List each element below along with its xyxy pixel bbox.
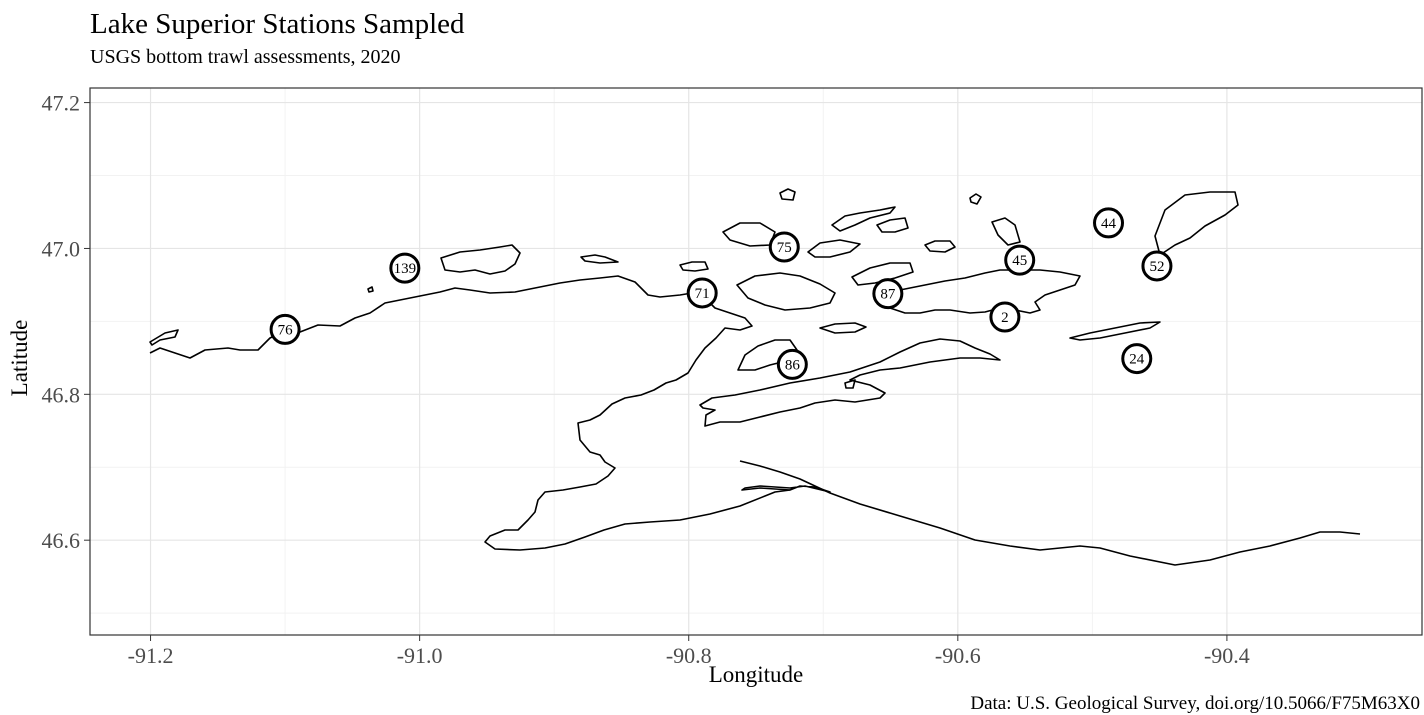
axis-ticks: -91.2 -91.0 -90.8 -90.6 -90.4 46.6 46.8 47.0 47.…: [42, 91, 1250, 668]
station-circle: [1004, 244, 1036, 276]
data-source-caption: Data: U.S. Geological Survey, doi.org/10…: [970, 693, 1420, 714]
station-label: 71: [695, 286, 710, 302]
station-marker: 2: [989, 301, 1021, 333]
plot-panel-border: [89, 87, 1423, 636]
station-label: 2: [1001, 310, 1009, 326]
station-circle: [269, 313, 301, 345]
y-tick-label: 46.8: [42, 382, 81, 407]
station-circle: [389, 252, 421, 284]
peninsula-coastline: [739, 460, 1361, 566]
station-label: 44: [1101, 216, 1117, 232]
madeline-island-coastline: [884, 269, 1081, 314]
station-marker: 45: [1004, 244, 1036, 276]
station-marker: 139: [389, 252, 421, 284]
station-circle: [768, 231, 800, 263]
coastline-layer: [149, 188, 1361, 566]
station-circle: [989, 301, 1021, 333]
station-label: 87: [880, 287, 896, 303]
island-coastline: [819, 322, 867, 334]
x-axis-label: Longitude: [708, 662, 804, 687]
island-coastline: [969, 193, 982, 205]
station-marker: 44: [1093, 207, 1125, 239]
station-label: 45: [1012, 253, 1027, 269]
island-coastline: [876, 217, 909, 233]
x-tick-label: -90.4: [1204, 643, 1250, 668]
station-marker: 75: [768, 231, 800, 263]
station-circle: [1141, 250, 1173, 282]
y-tick-label: 47.2: [42, 91, 81, 116]
y-tick-label: 46.6: [42, 528, 81, 553]
island-coastline: [1069, 321, 1161, 341]
station-marker: 86: [776, 348, 808, 380]
station-circle: [1121, 343, 1153, 375]
island-coastline: [924, 240, 956, 253]
island-coastline: [844, 379, 856, 389]
station-circle: [1093, 207, 1125, 239]
station-label: 86: [785, 357, 801, 373]
island-coastline: [367, 286, 374, 293]
station-label: 139: [394, 261, 417, 277]
island-coastline: [736, 272, 836, 311]
x-tick-label: -91.0: [397, 643, 443, 668]
south-shore-coastline: [149, 275, 791, 551]
x-tick-label: -90.8: [666, 643, 712, 668]
y-tick-label: 47.0: [42, 236, 81, 261]
station-circle: [872, 278, 904, 310]
station-marker: 52: [1141, 250, 1173, 282]
station-label: 76: [278, 322, 294, 338]
sandspit-coastline: [741, 485, 831, 493]
station-label: 75: [777, 240, 792, 256]
island-coastline: [779, 188, 796, 201]
station-marker: 24: [1121, 343, 1153, 375]
station-label: 24: [1129, 352, 1145, 368]
station-circle: [686, 277, 718, 309]
long-island-coastline: [699, 338, 1001, 427]
map-title: Lake Superior Stations Sampled: [90, 8, 465, 40]
island-coastline: [807, 239, 861, 258]
station-marker: 76: [269, 313, 301, 345]
grid-lines: [90, 88, 1422, 635]
x-tick-label: -90.6: [935, 643, 981, 668]
island-coastline: [580, 254, 619, 264]
island-coastline: [149, 329, 179, 346]
island-coastline: [851, 262, 914, 286]
map-subtitle: USGS bottom trawl assessments, 2020: [90, 46, 401, 68]
station-markers: 139 76 71 75 86 87 2 45 44 52 24: [269, 207, 1173, 380]
island-coastline: [1154, 191, 1239, 256]
island-coastline: [722, 222, 776, 247]
island-coastline: [831, 206, 896, 232]
island-coastline: [737, 339, 798, 371]
x-tick-label: -91.2: [128, 643, 174, 668]
island-coastline: [440, 244, 521, 275]
station-marker: 87: [872, 278, 904, 310]
island-coastline: [679, 261, 709, 272]
station-label: 52: [1149, 259, 1164, 275]
station-marker: 71: [686, 277, 718, 309]
y-axis-label: Latitude: [7, 319, 32, 397]
station-circle: [776, 348, 808, 380]
island-coastline: [991, 217, 1021, 246]
